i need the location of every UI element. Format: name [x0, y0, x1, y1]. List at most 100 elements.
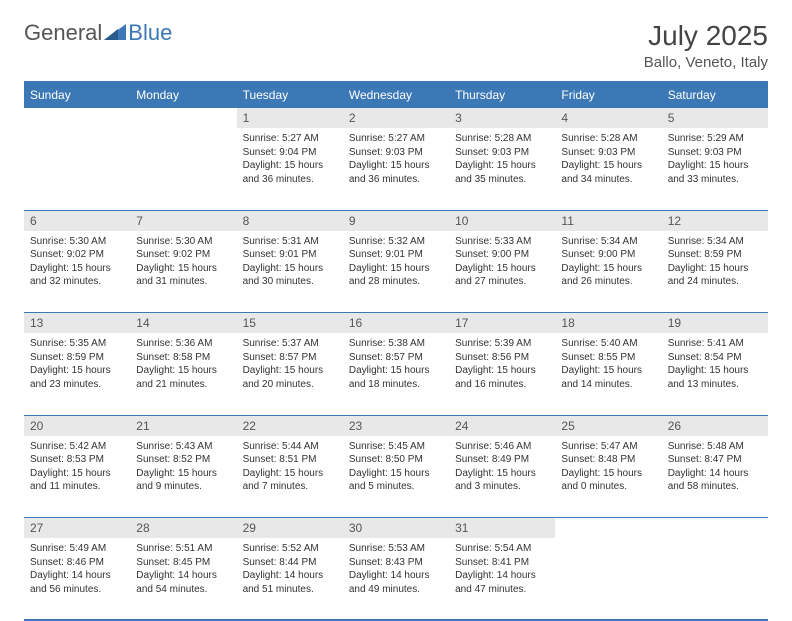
day-number-cell: 6	[24, 210, 130, 231]
day-number: 18	[555, 313, 661, 333]
sunset-line: Sunset: 8:47 PM	[668, 453, 762, 467]
sunrise-line: Sunrise: 5:44 AM	[243, 440, 337, 454]
day-number-cell: 5	[662, 108, 768, 129]
sunrise-line: Sunrise: 5:54 AM	[455, 542, 549, 556]
day-details: Sunrise: 5:27 AMSunset: 9:04 PMDaylight:…	[237, 128, 343, 192]
day-number-cell: 25	[555, 415, 661, 436]
week-row: Sunrise: 5:42 AMSunset: 8:53 PMDaylight:…	[24, 436, 768, 518]
day-number: 12	[662, 211, 768, 231]
sunset-line: Sunset: 9:02 PM	[136, 248, 230, 262]
day-number: 1	[237, 108, 343, 128]
day-cell: Sunrise: 5:31 AMSunset: 9:01 PMDaylight:…	[237, 231, 343, 313]
day-cell	[662, 538, 768, 620]
sunrise-line: Sunrise: 5:40 AM	[561, 337, 655, 351]
logo-text-1: General	[24, 20, 102, 46]
day-number: 8	[237, 211, 343, 231]
sunrise-line: Sunrise: 5:32 AM	[349, 235, 443, 249]
sunrise-line: Sunrise: 5:51 AM	[136, 542, 230, 556]
sunrise-line: Sunrise: 5:27 AM	[349, 132, 443, 146]
day-cell: Sunrise: 5:35 AMSunset: 8:59 PMDaylight:…	[24, 333, 130, 415]
daylight-line: Daylight: 15 hours and 0 minutes.	[561, 467, 655, 494]
day-details: Sunrise: 5:40 AMSunset: 8:55 PMDaylight:…	[555, 333, 661, 397]
weekday-header: Wednesday	[343, 82, 449, 108]
sunset-line: Sunset: 8:51 PM	[243, 453, 337, 467]
daylight-line: Daylight: 15 hours and 28 minutes.	[349, 262, 443, 289]
sunrise-line: Sunrise: 5:28 AM	[455, 132, 549, 146]
sunset-line: Sunset: 9:03 PM	[455, 146, 549, 160]
day-cell: Sunrise: 5:40 AMSunset: 8:55 PMDaylight:…	[555, 333, 661, 415]
day-details: Sunrise: 5:44 AMSunset: 8:51 PMDaylight:…	[237, 436, 343, 500]
sunrise-line: Sunrise: 5:31 AM	[243, 235, 337, 249]
day-cell: Sunrise: 5:42 AMSunset: 8:53 PMDaylight:…	[24, 436, 130, 518]
day-number: 27	[24, 518, 130, 538]
day-cell: Sunrise: 5:28 AMSunset: 9:03 PMDaylight:…	[449, 128, 555, 210]
day-number-cell: 24	[449, 415, 555, 436]
day-number	[555, 518, 661, 538]
daylight-line: Daylight: 15 hours and 36 minutes.	[349, 159, 443, 186]
week-row: Sunrise: 5:35 AMSunset: 8:59 PMDaylight:…	[24, 333, 768, 415]
day-number-cell: 17	[449, 313, 555, 334]
day-details: Sunrise: 5:46 AMSunset: 8:49 PMDaylight:…	[449, 436, 555, 500]
sunset-line: Sunset: 8:58 PM	[136, 351, 230, 365]
sunrise-line: Sunrise: 5:46 AM	[455, 440, 549, 454]
day-number	[130, 108, 236, 128]
day-number-cell: 31	[449, 518, 555, 539]
day-cell: Sunrise: 5:45 AMSunset: 8:50 PMDaylight:…	[343, 436, 449, 518]
day-cell: Sunrise: 5:28 AMSunset: 9:03 PMDaylight:…	[555, 128, 661, 210]
day-number-cell: 23	[343, 415, 449, 436]
day-details: Sunrise: 5:30 AMSunset: 9:02 PMDaylight:…	[130, 231, 236, 295]
day-number: 16	[343, 313, 449, 333]
day-number	[24, 108, 130, 128]
sunset-line: Sunset: 8:56 PM	[455, 351, 549, 365]
day-number: 6	[24, 211, 130, 231]
day-cell: Sunrise: 5:38 AMSunset: 8:57 PMDaylight:…	[343, 333, 449, 415]
day-cell: Sunrise: 5:27 AMSunset: 9:03 PMDaylight:…	[343, 128, 449, 210]
day-cell: Sunrise: 5:52 AMSunset: 8:44 PMDaylight:…	[237, 538, 343, 620]
day-number-cell: 13	[24, 313, 130, 334]
sunrise-line: Sunrise: 5:48 AM	[668, 440, 762, 454]
day-number: 13	[24, 313, 130, 333]
daylight-line: Daylight: 15 hours and 20 minutes.	[243, 364, 337, 391]
day-number-cell: 28	[130, 518, 236, 539]
day-number: 23	[343, 416, 449, 436]
weekday-header: Monday	[130, 82, 236, 108]
title-block: July 2025 Ballo, Veneto, Italy	[644, 20, 768, 71]
sunset-line: Sunset: 8:57 PM	[243, 351, 337, 365]
day-number-cell: 4	[555, 108, 661, 129]
sunrise-line: Sunrise: 5:49 AM	[30, 542, 124, 556]
daylight-line: Daylight: 15 hours and 24 minutes.	[668, 262, 762, 289]
day-number-cell: 11	[555, 210, 661, 231]
day-number: 21	[130, 416, 236, 436]
sunset-line: Sunset: 9:01 PM	[349, 248, 443, 262]
day-cell: Sunrise: 5:37 AMSunset: 8:57 PMDaylight:…	[237, 333, 343, 415]
day-number-cell: 16	[343, 313, 449, 334]
daylight-line: Daylight: 15 hours and 23 minutes.	[30, 364, 124, 391]
day-cell: Sunrise: 5:44 AMSunset: 8:51 PMDaylight:…	[237, 436, 343, 518]
sunrise-line: Sunrise: 5:29 AM	[668, 132, 762, 146]
day-details: Sunrise: 5:51 AMSunset: 8:45 PMDaylight:…	[130, 538, 236, 602]
page-title: July 2025	[644, 20, 768, 52]
day-cell: Sunrise: 5:33 AMSunset: 9:00 PMDaylight:…	[449, 231, 555, 313]
sunset-line: Sunset: 9:00 PM	[561, 248, 655, 262]
day-cell	[130, 128, 236, 210]
day-number-cell: 15	[237, 313, 343, 334]
day-number: 24	[449, 416, 555, 436]
day-number: 22	[237, 416, 343, 436]
day-details: Sunrise: 5:45 AMSunset: 8:50 PMDaylight:…	[343, 436, 449, 500]
daylight-line: Daylight: 14 hours and 51 minutes.	[243, 569, 337, 596]
daylight-line: Daylight: 15 hours and 26 minutes.	[561, 262, 655, 289]
sunset-line: Sunset: 8:59 PM	[668, 248, 762, 262]
day-cell: Sunrise: 5:32 AMSunset: 9:01 PMDaylight:…	[343, 231, 449, 313]
day-number: 7	[130, 211, 236, 231]
day-number: 30	[343, 518, 449, 538]
day-details: Sunrise: 5:41 AMSunset: 8:54 PMDaylight:…	[662, 333, 768, 397]
sunrise-line: Sunrise: 5:30 AM	[136, 235, 230, 249]
weekday-header: Saturday	[662, 82, 768, 108]
day-details: Sunrise: 5:34 AMSunset: 8:59 PMDaylight:…	[662, 231, 768, 295]
logo: General Blue	[24, 20, 172, 46]
sunrise-line: Sunrise: 5:38 AM	[349, 337, 443, 351]
day-details: Sunrise: 5:52 AMSunset: 8:44 PMDaylight:…	[237, 538, 343, 602]
sunset-line: Sunset: 9:04 PM	[243, 146, 337, 160]
sunset-line: Sunset: 8:54 PM	[668, 351, 762, 365]
sunset-line: Sunset: 8:49 PM	[455, 453, 549, 467]
